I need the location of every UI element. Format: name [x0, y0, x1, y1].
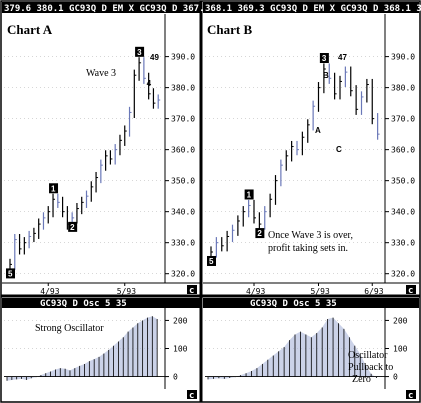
chart-a-xtick-label: 5/93 [117, 287, 136, 296]
chart-a-ytick-label: 350.0 [171, 177, 195, 186]
chart-b-wave-c: C [336, 145, 342, 154]
chart-b-ytick-label: 350.0 [391, 177, 415, 186]
chart-b-xtick-label: 5/93 [311, 287, 330, 296]
chart-a-ytick-label: 320.0 [171, 270, 195, 279]
osc-b-ytick-label: 0 [393, 373, 398, 382]
osc-a-header [2, 298, 200, 308]
chart-a-ytick-label: 340.0 [171, 208, 195, 217]
osc-b-plot: 200 100 0 [205, 316, 408, 382]
osc-b-ytick-label: 200 [393, 316, 408, 325]
chart-b-header [203, 2, 419, 13]
chart-b-note-line2: profit taking sets in. [268, 243, 348, 254]
chart-b-wave-label: 5 [209, 257, 214, 266]
chart-a-wave-box [49, 183, 59, 194]
chart-a-title: Chart A [7, 22, 53, 37]
chart-b-ytick-label: 330.0 [391, 239, 415, 248]
chart-b-note-line1: Once Wave 3 is over, [268, 230, 353, 241]
chart-b-corner-box [406, 285, 416, 294]
chart-a-corner-label: c [189, 286, 194, 296]
chart-b-wave-box [207, 255, 216, 266]
chart-a-header [2, 2, 200, 13]
chart-b-ytick-label: 360.0 [391, 146, 415, 155]
chart-a-plot: 390.0 380.0 370.0 360.0 350.0 340.0 330.0 320.0… [4, 46, 195, 296]
chart-b-wave-label: 1 [247, 190, 252, 199]
osc-b-osc-area [208, 317, 377, 380]
chart-b-ytick-label: 370.0 [391, 115, 415, 124]
chart-b-corner-label: c [408, 286, 413, 296]
osc-b-note-line3: Zero [352, 374, 371, 385]
osc-a-header-text: GC93Q D Osc 5 35 [40, 299, 127, 309]
chart-a-wave-box [6, 268, 15, 279]
osc-b-note-line2: Pullback to [348, 362, 393, 373]
chart-a-xtick-label: 4/93 [40, 287, 59, 296]
chart-b-wave-box [255, 228, 265, 239]
osc-a-ytick-label: 100 [173, 345, 188, 354]
chart-b-wave-label: 2 [257, 229, 262, 238]
chart-b-ytick-label: 320.0 [391, 270, 415, 279]
osc-b-note-line1: Oscillator [348, 350, 388, 361]
chart-b-wave-box [319, 53, 329, 64]
chart-a-ytick-label: 370.0 [171, 115, 195, 124]
chart-b-wave-box [244, 189, 254, 200]
chart-a-header-text: 379.6 380.1 GC93Q D EM X GC93Q D 367.5 3… [4, 4, 264, 14]
chart-b-plot: 390.0 380.0 370.0 360.0 350.0 340.0 330.0 320.0… [205, 53, 415, 296]
chart-a-wave-box [68, 221, 78, 232]
chart-a-wave-label: 2 [70, 223, 75, 232]
chart-b-ytick-label: 390.0 [391, 53, 415, 62]
chart-a-ytick-label: 380.0 [171, 84, 195, 93]
osc-a-ytick-label: 200 [173, 316, 188, 325]
chart-b-wave-label: 3 [322, 54, 327, 63]
chart-b-title: Chart B [207, 22, 252, 37]
chart-b-ytick-label: 340.0 [391, 208, 415, 217]
osc-a-corner-box [187, 390, 197, 399]
chart-a-corner-box [187, 285, 197, 294]
chart-b-xtick-label: 4/93 [246, 287, 265, 296]
chart-b-47-label: 47 [338, 53, 347, 62]
chart-b-wave-b: B [323, 71, 329, 80]
chart-a-wave-label: 1 [51, 184, 56, 193]
osc-b-header [203, 298, 419, 308]
osc-a-note: Strong Oscillator [35, 323, 104, 334]
chart-a-wave-label: 4 [147, 79, 152, 88]
chart-b-wave-a: A [315, 126, 321, 135]
chart-a-wave3-note: Wave 3 [86, 68, 116, 79]
chart-a-ytick-label: 390.0 [171, 53, 195, 62]
chart-a-wave-box [135, 46, 145, 57]
chart-a-ytick-label: 360.0 [171, 146, 195, 155]
osc-a-plot: 200 100 0 [4, 316, 188, 382]
chart-b-ytick-label: 380.0 [391, 84, 415, 93]
osc-a-ytick-label: 0 [173, 373, 178, 382]
chart-a-49-label: 49 [150, 53, 159, 62]
osc-a-osc-area [7, 316, 158, 381]
chart-a-ytick-label: 330.0 [171, 239, 195, 248]
osc-b-header-text: GC93Q D Osc 5 35 [250, 299, 337, 309]
chart-a-wave-label: 3 [137, 48, 142, 57]
osc-b-ytick-label: 100 [393, 345, 408, 354]
chart-a-wave-label: 5 [8, 269, 13, 278]
chart-b-header-text: 368.1 369.3 GC93Q D EM X GC93Q D 368.1 3… [205, 4, 421, 14]
osc-b-corner-label: c [408, 391, 413, 401]
chart-b-xtick-label: 6/93 [364, 287, 383, 296]
osc-b-corner-box [406, 390, 416, 399]
osc-a-corner-label: c [189, 391, 194, 401]
